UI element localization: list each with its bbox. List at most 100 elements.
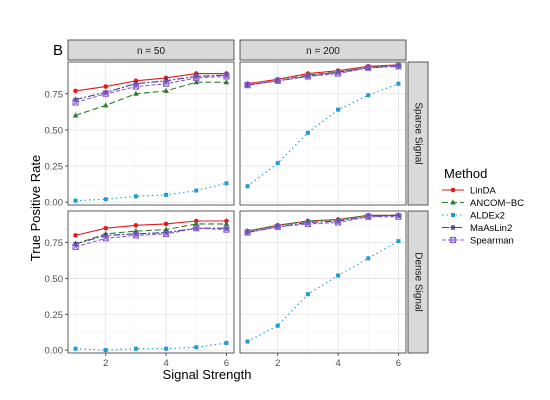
series-line <box>75 227 227 248</box>
panel-background <box>68 211 234 353</box>
data-point <box>194 188 199 193</box>
y-tick-label: 0.50 <box>45 274 64 285</box>
data-point <box>164 346 169 351</box>
data-point <box>224 181 229 186</box>
data-point-box <box>102 90 109 97</box>
panel-border <box>239 210 407 354</box>
legend-title: Method <box>444 166 487 181</box>
data-point <box>103 84 109 89</box>
series-line <box>75 182 227 202</box>
data-point-box <box>72 99 79 106</box>
data-point <box>366 93 371 98</box>
data-point-box <box>223 226 230 233</box>
data-point-stroke <box>395 63 402 70</box>
data-point-box <box>365 64 372 71</box>
data-point-stroke <box>365 64 372 71</box>
row-strip <box>407 61 429 206</box>
data-point-box <box>132 83 140 90</box>
series-line <box>75 220 227 236</box>
col-strip <box>239 39 407 61</box>
data-point-box <box>193 225 200 232</box>
data-point-stroke <box>72 99 79 106</box>
data-point-box <box>244 229 251 236</box>
x-tick-label: 4 <box>335 358 340 369</box>
data-point <box>336 107 341 112</box>
legend-key-marker-box <box>449 236 457 244</box>
y-tick-label: 0.75 <box>45 238 64 249</box>
x-tick-label: 4 <box>163 358 168 369</box>
panel-tag: B <box>53 42 63 59</box>
panel-background <box>240 62 406 205</box>
data-point <box>305 130 310 135</box>
row-strip-label: Dense Signal <box>413 252 424 311</box>
data-point-stroke <box>133 232 139 239</box>
y-tick-label: 0.25 <box>45 162 64 173</box>
series-line <box>75 81 227 116</box>
series-line <box>247 214 399 232</box>
data-point <box>73 346 78 351</box>
data-point <box>194 345 199 350</box>
data-point <box>103 348 108 353</box>
facet-panel <box>239 61 407 206</box>
legend-key-marker <box>450 187 456 193</box>
series-line <box>247 83 399 187</box>
x-tick-label: 6 <box>396 358 401 369</box>
data-point <box>334 219 342 226</box>
legend-item: LinDA <box>442 186 497 197</box>
data-point <box>163 87 169 93</box>
panel-border <box>67 61 235 206</box>
y-tick-label: 0.00 <box>45 198 64 209</box>
data-point-stroke <box>395 213 402 220</box>
data-point-stroke <box>102 235 109 242</box>
data-point <box>133 90 139 96</box>
legend-key-marker-stroke <box>450 237 456 243</box>
data-point <box>334 70 342 77</box>
data-point <box>245 339 250 344</box>
legend-label: MaAsLin2 <box>470 223 512 234</box>
data-point-box <box>334 70 342 77</box>
data-point <box>72 243 79 250</box>
data-point <box>244 229 251 236</box>
data-point <box>245 184 250 189</box>
facet-panel: 2 4 6 <box>239 210 407 369</box>
data-point <box>223 220 230 226</box>
data-point-stroke <box>274 223 281 230</box>
panel-border <box>67 210 235 354</box>
data-point-box <box>132 232 140 239</box>
data-point <box>275 323 280 328</box>
data-point-stroke <box>365 213 372 220</box>
data-point-stroke <box>193 75 200 81</box>
data-point-box <box>304 220 312 228</box>
data-point-box <box>193 74 200 81</box>
row-strip-label: Sparse Signal <box>413 102 424 164</box>
x-tick-label: 6 <box>224 358 229 369</box>
data-point <box>73 88 78 94</box>
y-tick-label: 0.75 <box>45 89 64 100</box>
legend-label: LinDA <box>470 186 497 197</box>
data-point-stroke <box>72 243 79 250</box>
data-point-stroke <box>244 229 251 236</box>
col-strip-label: n = 200 <box>306 46 340 57</box>
data-point-stroke <box>193 225 200 232</box>
legend-label: Spearman <box>470 236 514 247</box>
data-point-stroke <box>163 80 169 87</box>
row-strip <box>407 210 429 354</box>
panel-background <box>240 211 406 353</box>
data-point-box <box>223 73 230 80</box>
data-point <box>72 99 79 106</box>
data-point-stroke <box>244 82 251 88</box>
x-tick-label: 2 <box>103 358 108 369</box>
data-point <box>163 221 169 227</box>
series-line <box>247 240 399 342</box>
data-point <box>162 230 170 238</box>
legend-label: ANCOM−BC <box>470 198 524 209</box>
legend-item: MaAsLin2 <box>442 223 512 234</box>
y-tick-label: 0.50 <box>45 125 64 136</box>
data-point <box>396 239 401 244</box>
legend-key-marker <box>450 224 456 231</box>
panel-background <box>68 62 234 205</box>
data-point <box>395 63 402 70</box>
data-point <box>103 225 109 231</box>
data-point <box>133 194 138 199</box>
